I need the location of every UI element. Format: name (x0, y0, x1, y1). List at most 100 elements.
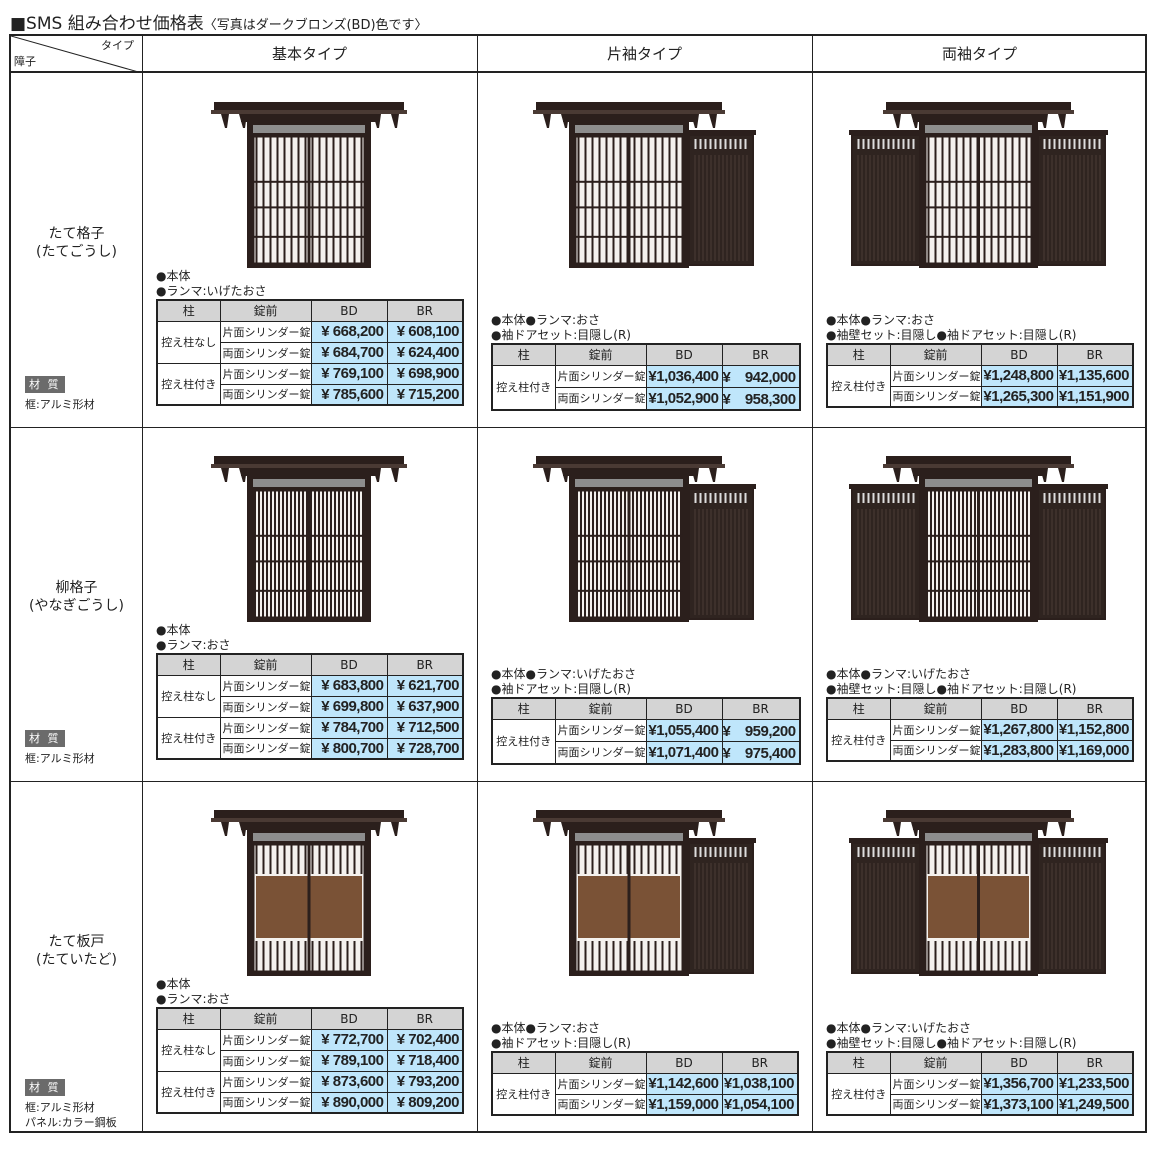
material-info: 材 質框:アルミ形材 (25, 376, 95, 411)
price-bd: ¥1,283,800 (980, 739, 1058, 762)
spec-notes: ●本体●ランマ:おさ ●袖ドアセット:目隠し(R) (491, 1021, 631, 1050)
price-bd: ¥ 769,100 (310, 362, 388, 385)
spec-notes: ●本体 ●ランマ:おさ (156, 623, 231, 652)
price-bd: ¥1,265,300 (980, 385, 1058, 408)
table-row: 控え柱なし 片面シリンダー錠 ¥ 668,200 ¥ 608,100 (156, 320, 464, 364)
price-br: ¥ 793,200 (386, 1070, 464, 1093)
table-row: 控え柱付き 片面シリンダー錠 ¥ 769,100 ¥ 698,900 (156, 362, 464, 406)
price-bd: ¥ 890,000 (310, 1091, 388, 1114)
gate-photo (533, 456, 756, 622)
price-br: ¥ 702,400 (386, 1028, 464, 1051)
cell-0: ●本体 ●ランマ:おさ柱錠前 BD BR 控え柱なし 片面シリンダー錠 ¥ 772,700 ¥… (142, 781, 477, 1134)
cell-1: ●本体●ランマ:おさ ●袖ドアセット:目隠し(R) 柱錠前 BD BR 控え柱付き 片面シリ… (477, 781, 812, 1134)
corner-header: タイプ 障子 (11, 36, 142, 73)
price-bd: ¥1,373,100 (980, 1093, 1058, 1116)
gate-photo (849, 456, 1108, 622)
row-label: 柳格子 (やなぎごうし) (29, 580, 124, 614)
table-row: 控え柱付き 片面シリンダー錠 ¥1,267,800 ¥1,152,800 (826, 718, 1134, 762)
price-br: ¥ 698,900 (386, 362, 464, 385)
price-grid: タイプ 障子 基本タイプ 片袖タイプ 両袖タイプ たて格子 (たてごうし) 材 質框… (9, 34, 1147, 1133)
price-br: ¥ 621,700 (386, 674, 464, 697)
price-table: 柱錠前 BD BR 控え柱付き 片面シリンダー錠 ¥1,036,400 ¥ 942,000 両… (491, 343, 801, 411)
table-row: 両面シリンダー錠 ¥1,052,900 ¥ 958,300 (492, 386, 801, 410)
price-bd: ¥ 789,100 (310, 1049, 388, 1072)
price-table: 柱錠前 BD BR 控え柱なし 片面シリンダー錠 ¥ 683,800 ¥ 621,700 両面… (156, 653, 464, 760)
table-row: 両面シリンダー錠 ¥ 890,000 ¥ 809,200 (157, 1091, 464, 1114)
price-bd: ¥1,055,400 (645, 718, 723, 742)
material-info: 材 質框:アルミ形材 パネル:カラー鋼板 (25, 1079, 117, 1129)
price-table: 柱錠前 BD BR 控え柱なし 片面シリンダー錠 ¥ 668,200 ¥ 608,100 両面… (156, 299, 464, 406)
price-table: 柱錠前 BD BR 控え柱なし 片面シリンダー錠 ¥ 772,700 ¥ 702,400 両面… (156, 1007, 464, 1114)
table-row: 控え柱なし 片面シリンダー錠 ¥ 683,800 ¥ 621,700 (156, 674, 464, 718)
table-row: 控え柱付き 片面シリンダー錠 ¥1,036,400 ¥ 942,000 (491, 364, 801, 410)
gate-photo (849, 810, 1108, 976)
price-br: ¥ 712,500 (386, 716, 464, 739)
material-badge: 材 質 (25, 1079, 65, 1096)
table-row: 控え柱付き 片面シリンダー錠 ¥ 873,600 ¥ 793,200 (156, 1070, 464, 1114)
table-row: 控え柱付き 片面シリンダー錠 ¥1,055,400 ¥ 959,200 (491, 718, 801, 764)
price-br: ¥1,038,100 (721, 1072, 799, 1095)
price-bd: ¥ 873,600 (310, 1070, 388, 1093)
table-row: 両面シリンダー錠 ¥ 684,700 ¥ 624,400 (157, 341, 464, 364)
diagonal-divider (11, 36, 142, 73)
table-row: 両面シリンダー錠 ¥1,265,300 ¥1,151,900 (827, 385, 1134, 408)
price-br: ¥1,135,600 (1056, 364, 1134, 387)
price-br: ¥1,169,000 (1056, 739, 1134, 762)
price-br: ¥ 718,400 (386, 1049, 464, 1072)
table-row: 控え柱付き 片面シリンダー錠 ¥1,142,600 ¥1,038,100 (491, 1072, 799, 1116)
price-bd: ¥ 684,700 (310, 341, 388, 364)
price-table: 柱錠前 BD BR 控え柱付き 片面シリンダー錠 ¥1,248,800 ¥1,135,600… (826, 343, 1134, 408)
price-bd: ¥1,036,400 (645, 364, 723, 388)
cell-0: ●本体 ●ランマ:いげたおさ柱錠前 BD BR 控え柱なし 片面シリンダー錠 ¥ 668,2… (142, 73, 477, 426)
title-note: 〈写真はダークブロンズ(BD)色です〉 (203, 18, 428, 33)
spec-notes: ●本体 ●ランマ:おさ (156, 977, 231, 1006)
price-bd: ¥ 699,800 (310, 695, 388, 718)
table-row: 控え柱付き 片面シリンダー錠 ¥ 784,700 ¥ 712,500 (156, 716, 464, 760)
price-bd: ¥1,267,800 (980, 718, 1058, 741)
spec-notes: ●本体●ランマ:おさ ●袖ドアセット:目隠し(R) (491, 313, 631, 342)
table-row: 両面シリンダー錠 ¥ 785,600 ¥ 715,200 (157, 383, 464, 406)
price-table: 柱錠前 BD BR 控え柱付き 片面シリンダー錠 ¥1,267,800 ¥1,152,800… (826, 697, 1134, 762)
price-table: 柱錠前 BD BR 控え柱付き 片面シリンダー錠 ¥1,142,600 ¥1,038,100… (491, 1051, 799, 1116)
column-header-both-sleeve: 両袖タイプ (812, 36, 1147, 73)
table-row: 両面シリンダー錠 ¥1,283,800 ¥1,169,000 (827, 739, 1134, 762)
price-bd: ¥1,071,400 (645, 740, 723, 764)
gate-photo (211, 810, 407, 976)
price-bd: ¥1,052,900 (645, 386, 723, 410)
table-row: 両面シリンダー錠 ¥ 800,700 ¥ 728,700 (157, 737, 464, 760)
price-br: ¥ 958,300 (721, 386, 801, 410)
gate-photo (211, 102, 407, 268)
column-header-one-sleeve: 片袖タイプ (477, 36, 812, 73)
cell-0: ●本体 ●ランマ:おさ柱錠前 BD BR 控え柱なし 片面シリンダー錠 ¥ 683,800 ¥… (142, 427, 477, 780)
price-br: ¥ 942,000 (721, 364, 801, 388)
price-bd: ¥1,248,800 (980, 364, 1058, 387)
table-row: 控え柱なし 片面シリンダー錠 ¥ 772,700 ¥ 702,400 (156, 1028, 464, 1072)
price-br: ¥1,249,500 (1056, 1093, 1134, 1116)
table-row: 両面シリンダー錠 ¥1,071,400 ¥ 975,400 (492, 740, 801, 764)
gate-photo (849, 102, 1108, 268)
spec-notes: ●本体●ランマ:いげたおさ ●袖壁セット:目隠し●袖ドアセット:目隠し(R) (826, 1021, 1077, 1050)
cell-2: ●本体●ランマ:おさ ●袖壁セット:目隠し●袖ドアセット:目隠し(R) 柱錠前 BD B… (812, 73, 1147, 426)
price-br: ¥ 959,200 (721, 718, 801, 742)
price-bd: ¥ 784,700 (310, 716, 388, 739)
table-row: 控え柱付き 片面シリンダー錠 ¥1,356,700 ¥1,233,500 (826, 1072, 1134, 1116)
gate-photo (211, 456, 407, 622)
price-table: 柱錠前 BD BR 控え柱付き 片面シリンダー錠 ¥1,356,700 ¥1,233,500… (826, 1051, 1134, 1116)
row-label: たて板戸 (たていたど) (36, 934, 117, 968)
material-info: 材 質框:アルミ形材 (25, 730, 95, 765)
price-br: ¥1,233,500 (1056, 1072, 1134, 1095)
spec-notes: ●本体●ランマ:いげたおさ ●袖ドアセット:目隠し(R) (491, 667, 636, 696)
price-br: ¥1,151,900 (1056, 385, 1134, 408)
price-bd: ¥ 772,700 (310, 1028, 388, 1051)
material-badge: 材 質 (25, 376, 65, 393)
price-bd: ¥ 668,200 (310, 320, 388, 343)
table-row: 控え柱付き 片面シリンダー錠 ¥1,248,800 ¥1,135,600 (826, 364, 1134, 408)
table-row: 両面シリンダー錠 ¥1,159,000 ¥1,054,100 (492, 1093, 799, 1116)
column-header-basic: 基本タイプ (142, 36, 477, 73)
row-label: たて格子 (たてごうし) (36, 226, 117, 260)
gate-photo (533, 102, 756, 268)
price-br: ¥ 624,400 (386, 341, 464, 364)
price-br: ¥1,152,800 (1056, 718, 1134, 741)
price-br: ¥ 715,200 (386, 383, 464, 406)
spec-notes: ●本体●ランマ:いげたおさ ●袖壁セット:目隠し●袖ドアセット:目隠し(R) (826, 667, 1077, 696)
